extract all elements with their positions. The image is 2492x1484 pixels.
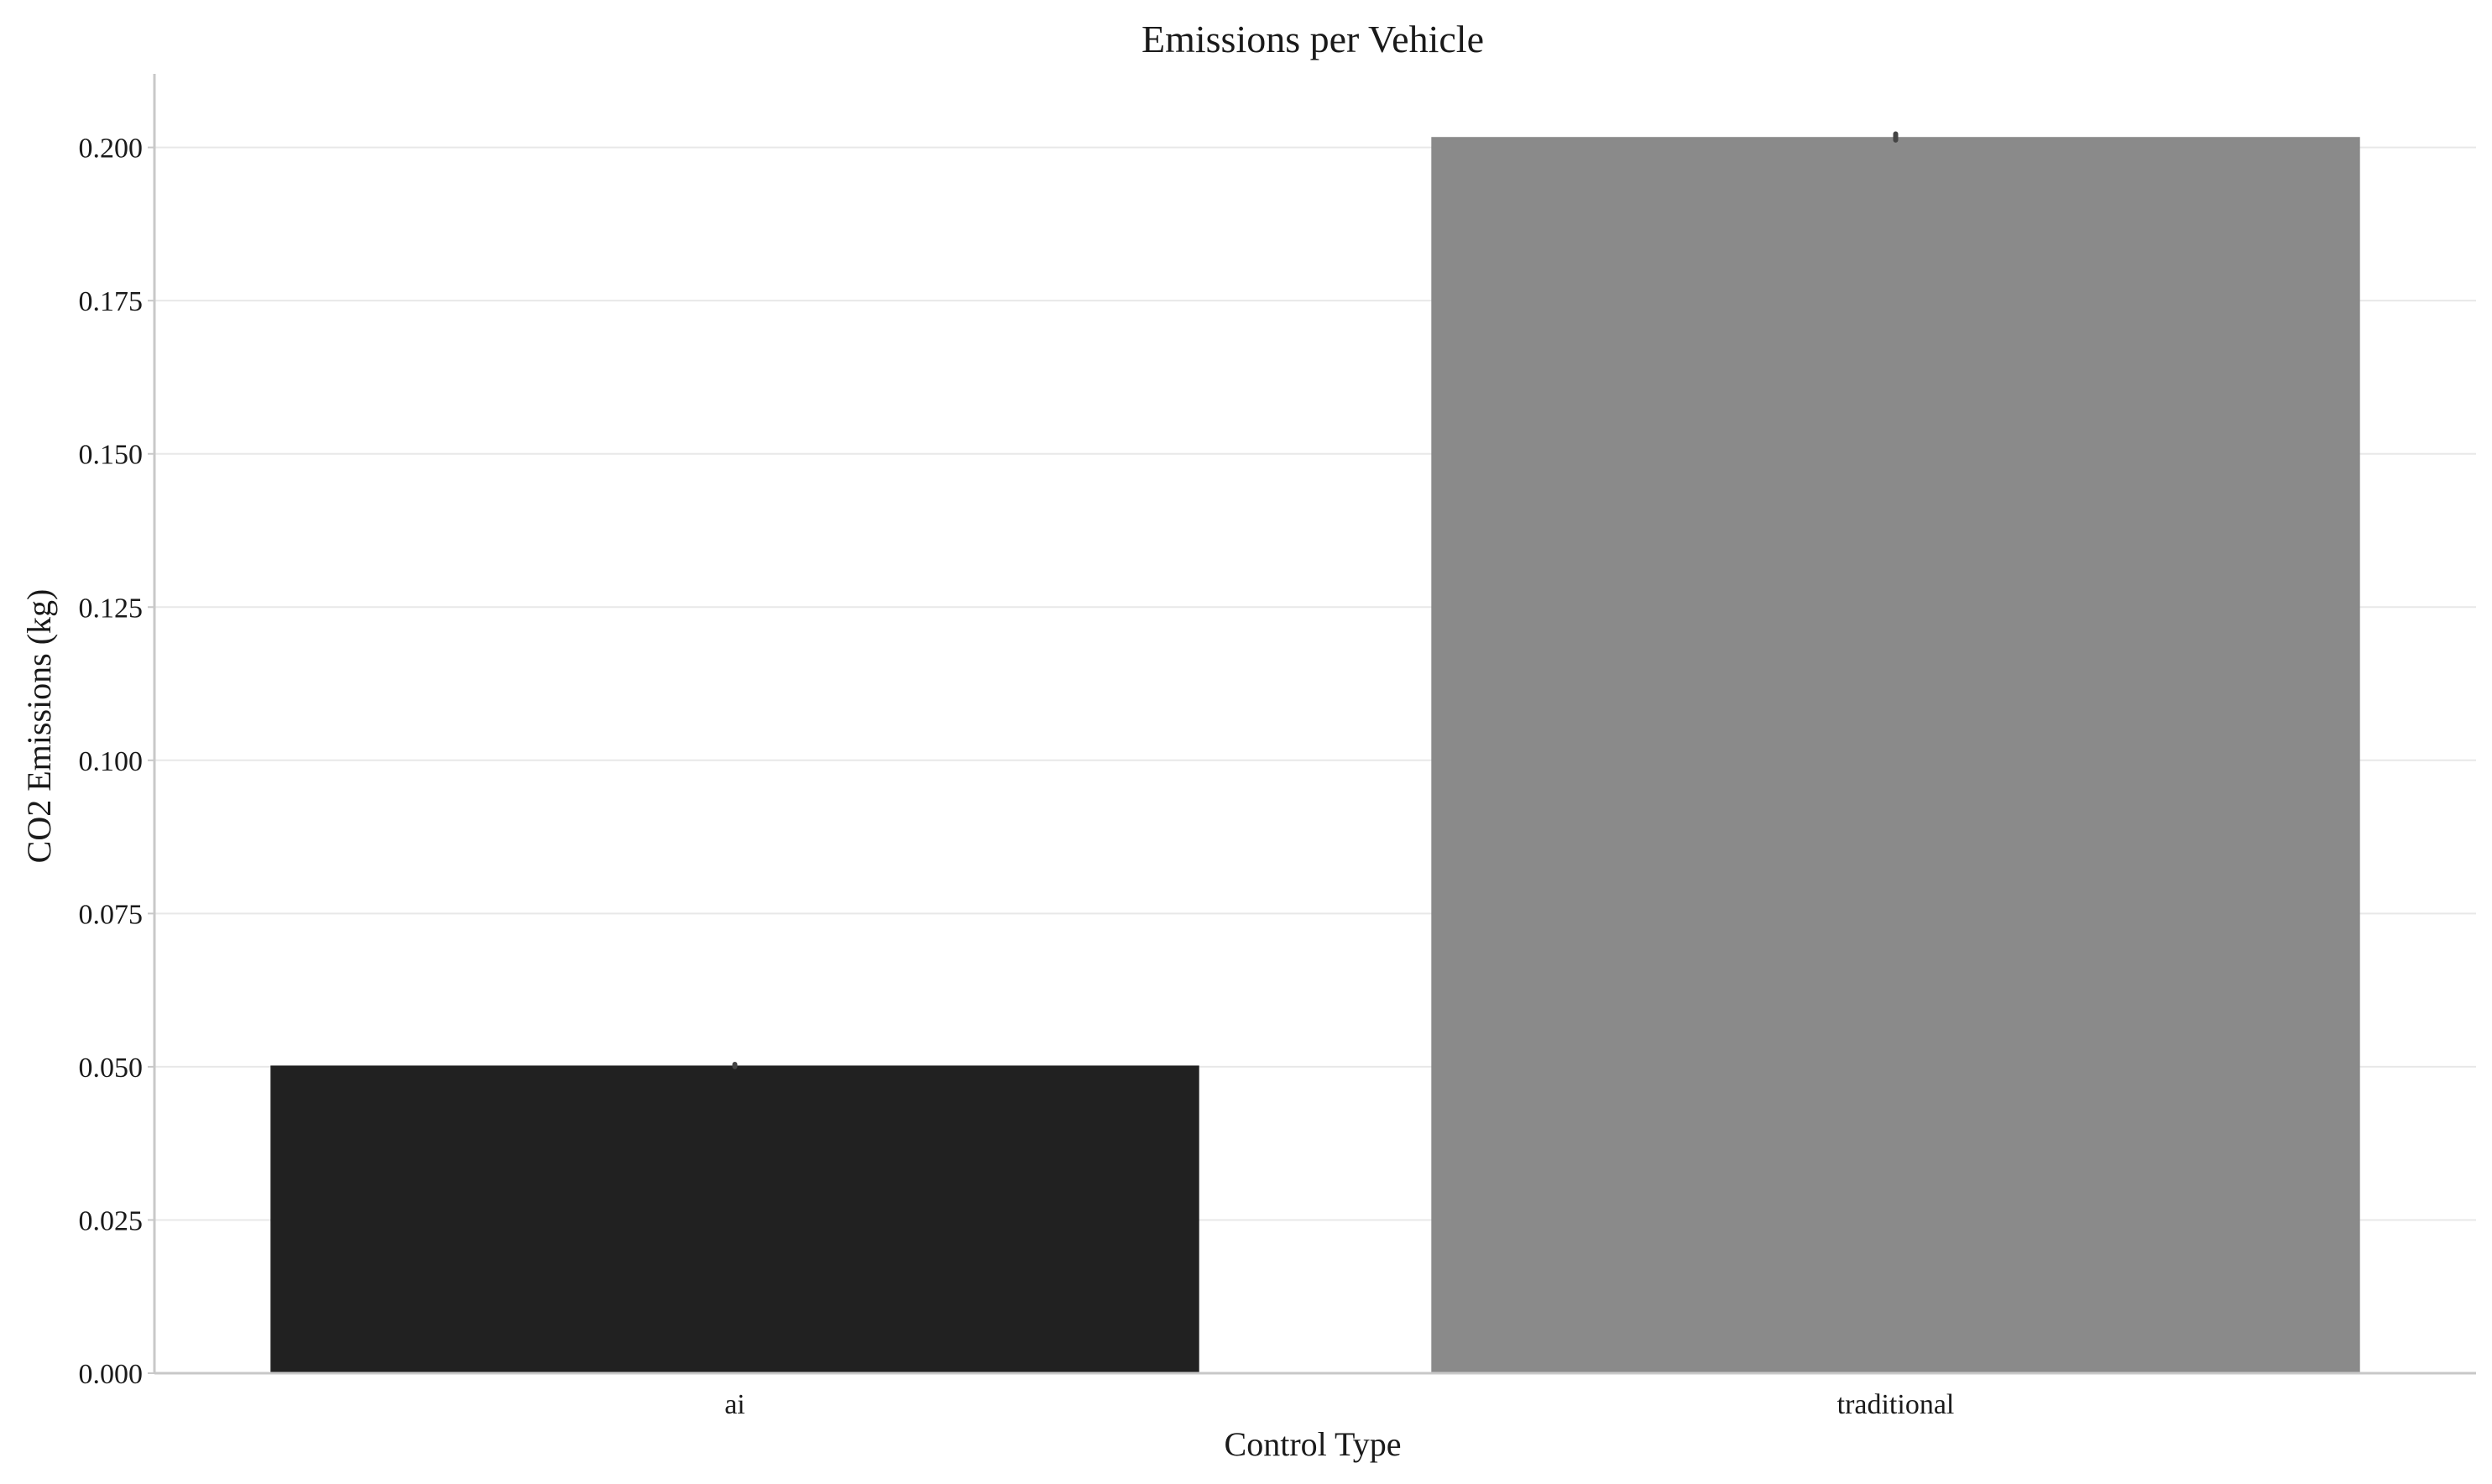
y-tick-label: 0.000 bbox=[79, 1359, 144, 1390]
y-tick-label: 0.175 bbox=[79, 286, 144, 317]
x-axis-label: Control Type bbox=[1225, 1425, 1402, 1463]
y-tick-label: 0.200 bbox=[79, 133, 144, 165]
bar-ai bbox=[270, 1065, 1199, 1373]
x-tick-label: traditional bbox=[1837, 1389, 1955, 1420]
y-tick-label: 0.075 bbox=[79, 899, 144, 930]
x-tick-label: ai bbox=[724, 1389, 745, 1420]
x-tick-labels: ai traditional bbox=[724, 1389, 1954, 1420]
y-tick-label: 0.050 bbox=[79, 1053, 144, 1084]
chart-title: Emissions per Vehicle bbox=[1142, 18, 1484, 60]
axes bbox=[153, 74, 2476, 1375]
y-tick-label: 0.125 bbox=[79, 593, 144, 624]
y-axis-label: CO2 Emissions (kg) bbox=[20, 589, 58, 864]
bars bbox=[270, 131, 2360, 1373]
y-tick-label: 0.100 bbox=[79, 746, 144, 777]
y-tick-label: 0.025 bbox=[79, 1205, 144, 1236]
bar-traditional bbox=[1431, 137, 2360, 1373]
y-tick-label: 0.150 bbox=[79, 440, 144, 471]
y-tick-labels: 0.000 0.025 0.050 0.075 0.100 0.125 0.150 0.175… bbox=[79, 133, 154, 1390]
